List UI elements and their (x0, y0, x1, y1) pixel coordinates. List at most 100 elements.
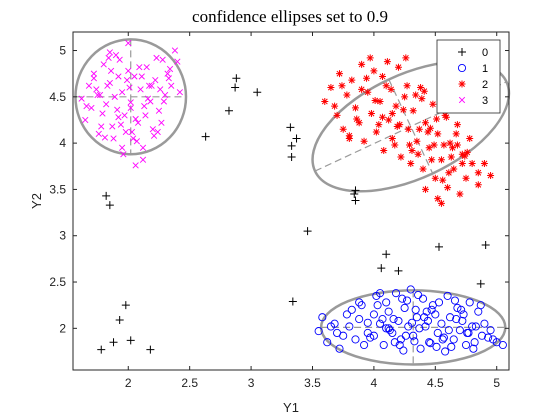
data-point-series-0 (105, 201, 114, 210)
data-point-series-2 (444, 184, 452, 192)
data-point-series-3 (90, 70, 97, 77)
data-point-series-2 (372, 128, 380, 136)
data-point-series-2 (388, 134, 396, 142)
data-point-series-2 (321, 97, 329, 105)
data-point-series-2 (401, 93, 409, 101)
data-point-series-3 (142, 112, 149, 119)
data-point-series-2 (430, 141, 438, 149)
data-point-series-2 (433, 115, 441, 123)
data-point-series-3 (99, 110, 106, 117)
data-point-series-2 (408, 147, 416, 155)
data-point-series-2 (348, 76, 356, 84)
data-point-series-2 (343, 91, 351, 99)
data-point-series-2 (351, 104, 359, 112)
data-point-series-1 (432, 342, 441, 351)
data-point-series-2 (338, 82, 346, 90)
y-tick-label: 4.5 (49, 90, 66, 104)
data-point-series-2 (418, 95, 426, 103)
data-point-series-3 (119, 144, 126, 151)
data-point-series-3 (144, 95, 152, 102)
data-point-series-1 (363, 318, 372, 327)
data-point-series-1 (498, 340, 507, 350)
data-point-series-2 (446, 139, 454, 147)
y-axis-label: Y2 (29, 193, 44, 209)
data-point-series-2 (456, 190, 464, 198)
data-point-series-3 (128, 128, 136, 136)
data-point-series-3 (126, 84, 133, 91)
data-point-series-2 (442, 113, 450, 121)
data-point-series-3 (94, 91, 101, 99)
data-point-series-0 (102, 191, 111, 200)
legend-item-3: 3 (458, 95, 488, 107)
data-point-series-1 (445, 313, 455, 322)
data-point-series-3 (168, 82, 175, 89)
data-point-series-2 (336, 70, 344, 78)
data-point-series-2 (407, 159, 415, 167)
data-point-series-2 (391, 141, 399, 149)
legend-label-2: 2 (482, 79, 488, 91)
data-point-series-1 (458, 316, 467, 325)
data-point-series-1 (407, 318, 417, 327)
data-point-series-1 (444, 326, 453, 335)
data-point-series-3 (152, 77, 159, 84)
data-point-series-1 (426, 339, 435, 348)
data-point-series-1 (410, 337, 419, 346)
data-point-series-2 (437, 156, 445, 164)
data-point-series-1 (314, 327, 323, 336)
data-point-series-1 (415, 324, 424, 333)
data-point-series-3 (139, 156, 147, 163)
data-point-series-3 (107, 67, 115, 75)
data-point-series-0 (201, 132, 210, 141)
data-point-series-1 (406, 285, 415, 294)
data-point-series-2 (414, 150, 422, 158)
data-point-series-3 (174, 58, 181, 65)
points-layer (78, 39, 507, 356)
data-point-series-3 (161, 91, 169, 99)
data-point-series-3 (158, 119, 165, 126)
data-point-series-3 (157, 86, 164, 93)
data-point-series-0 (232, 74, 241, 83)
data-point-series-2 (437, 199, 445, 207)
data-point-series-2 (366, 54, 374, 62)
data-point-series-2 (393, 122, 401, 130)
x-tick-label: 3 (248, 376, 255, 390)
data-point-series-2 (434, 195, 442, 203)
series-0 (97, 74, 490, 354)
data-point-series-1 (477, 331, 487, 340)
data-point-series-1 (400, 303, 409, 313)
data-point-series-3 (166, 65, 174, 73)
data-point-series-0 (288, 297, 297, 306)
data-point-series-1 (438, 335, 447, 344)
data-point-series-2 (440, 141, 448, 149)
data-point-series-1 (373, 301, 382, 310)
data-point-series-2 (445, 169, 453, 177)
data-point-series-2 (413, 137, 421, 145)
data-point-series-3 (122, 128, 129, 136)
data-point-series-0 (287, 141, 296, 150)
data-point-series-2 (474, 169, 482, 177)
series-1 (314, 285, 507, 356)
data-point-series-1 (425, 338, 434, 347)
data-point-series-1 (434, 298, 444, 307)
data-point-series-2 (439, 176, 447, 184)
data-point-series-3 (153, 54, 160, 62)
data-point-series-3 (137, 86, 144, 93)
legend-label-3: 3 (482, 95, 488, 107)
data-point-series-3 (150, 132, 158, 139)
data-point-series-1 (441, 347, 450, 356)
y-tick-label: 5 (59, 44, 66, 58)
data-point-series-1 (439, 333, 448, 342)
data-point-series-3 (88, 104, 95, 112)
data-point-series-2 (449, 144, 457, 152)
legend-item-2: 2 (458, 79, 488, 91)
data-point-series-2 (397, 153, 405, 161)
data-point-series-0 (109, 338, 118, 347)
data-point-series-0 (394, 266, 403, 275)
data-point-series-2 (345, 132, 353, 140)
data-point-series-3 (131, 73, 138, 80)
data-point-series-2 (378, 72, 386, 80)
data-point-series-2 (461, 152, 469, 160)
series-3 (78, 39, 183, 169)
data-point-series-3 (160, 98, 168, 105)
legend-marker-3 (458, 96, 466, 104)
